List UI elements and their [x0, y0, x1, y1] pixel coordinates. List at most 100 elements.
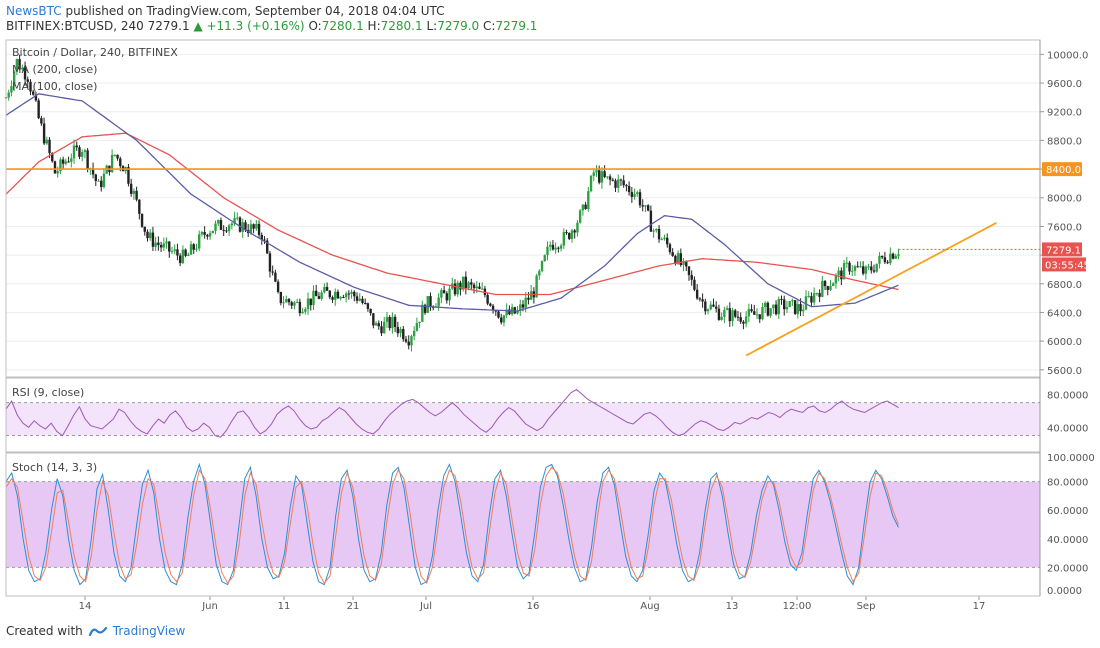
created-with-label: Created with — [6, 624, 83, 638]
candle — [606, 176, 609, 180]
candle — [26, 76, 29, 89]
candle — [641, 199, 644, 212]
candle — [723, 306, 726, 324]
candle — [29, 79, 32, 96]
candle — [510, 303, 514, 316]
candle — [282, 296, 285, 309]
candle-body — [894, 255, 897, 259]
candle — [347, 290, 351, 300]
candle — [535, 273, 538, 298]
candle-body — [859, 266, 862, 268]
candle-body — [37, 100, 40, 119]
candle — [769, 308, 772, 318]
candle-body — [475, 286, 478, 289]
publisher-name[interactable]: NewsBTC — [6, 4, 62, 18]
candle — [734, 308, 737, 319]
candle — [285, 295, 288, 303]
candle — [625, 183, 628, 192]
candle — [540, 260, 544, 273]
candle — [222, 225, 225, 237]
candle — [679, 248, 683, 267]
candle-body — [851, 270, 854, 272]
candle-body — [679, 253, 683, 266]
candle — [791, 298, 794, 306]
candle — [315, 284, 318, 297]
candle — [842, 260, 846, 280]
candle — [777, 296, 780, 319]
candle-body — [257, 223, 261, 235]
stoch-pane[interactable]: 0.0000 20.0000 40.0000 60.0000 80.0000 100.00… — [5, 453, 1095, 597]
rsi-pane[interactable]: 40.0000 80.0000 RSI (9, close) — [5, 386, 1088, 438]
candle-body — [317, 296, 321, 299]
candle-body — [241, 222, 244, 232]
candle-body — [181, 249, 185, 264]
candle-body — [834, 274, 838, 284]
candle-body — [826, 286, 829, 291]
candle-body — [268, 253, 272, 272]
candle — [704, 298, 707, 315]
candle — [859, 261, 862, 268]
candle-body — [603, 171, 606, 178]
candle — [217, 219, 220, 227]
candle-body — [783, 299, 786, 310]
candle — [274, 269, 277, 283]
candle — [178, 253, 182, 267]
candle-body — [758, 314, 761, 320]
candle-body — [176, 249, 179, 256]
close-label: C: — [483, 19, 496, 33]
candle-body — [549, 244, 552, 247]
candle-body — [641, 205, 644, 207]
candle — [456, 280, 459, 297]
candle — [864, 265, 868, 280]
price-pane[interactable]: 5600.0 6000.0 6400.0 6800.0 7600.0 8000.0 8800… — [4, 46, 1090, 377]
candle — [546, 241, 549, 261]
candle — [562, 228, 566, 249]
candle-body — [747, 309, 751, 317]
tradingview-link[interactable]: TradingView — [112, 624, 186, 638]
candle-body — [467, 282, 470, 289]
candle — [225, 227, 228, 233]
candle-body — [399, 328, 402, 334]
candle-body — [7, 92, 10, 98]
candle — [619, 178, 623, 186]
candle — [86, 148, 89, 173]
tradingview-logo-icon — [88, 626, 107, 637]
candle-body — [657, 228, 661, 240]
candle-body — [812, 293, 816, 303]
close-value: 7279.1 — [495, 19, 538, 33]
chart-canvas[interactable]: 5600.0 6000.0 6400.0 6800.0 7600.0 8000.0 8800… — [0, 0, 1100, 620]
candle — [720, 312, 723, 321]
candle — [747, 303, 751, 323]
candle-body — [502, 315, 506, 323]
candle-body — [91, 168, 95, 175]
candle — [255, 219, 258, 231]
price-tick-label: 5600.0 — [1047, 366, 1082, 377]
candle — [848, 261, 851, 275]
candle-body — [369, 308, 372, 314]
candle — [622, 175, 625, 188]
candle — [742, 320, 745, 330]
support-trendline — [745, 222, 997, 357]
candle-body — [742, 321, 745, 324]
candle-body — [339, 297, 342, 299]
candle — [559, 243, 563, 252]
candle-body — [238, 217, 242, 232]
candle-body — [255, 223, 258, 229]
price-tick-label: 9200.0 — [1047, 108, 1082, 119]
candle — [353, 290, 356, 302]
candle-body — [404, 339, 408, 342]
candle-body — [889, 253, 892, 264]
candle — [42, 117, 46, 145]
candle — [15, 58, 19, 76]
candle — [97, 179, 100, 182]
candle — [372, 313, 375, 329]
candle — [165, 237, 168, 249]
candle — [83, 148, 87, 159]
candle — [437, 293, 440, 311]
publisher-header: NewsBTC published on TradingView.com, Se… — [6, 4, 445, 26]
candle — [695, 284, 699, 300]
candle — [706, 308, 710, 315]
candle-body — [848, 262, 851, 272]
candle — [655, 228, 658, 233]
candle — [53, 160, 57, 174]
